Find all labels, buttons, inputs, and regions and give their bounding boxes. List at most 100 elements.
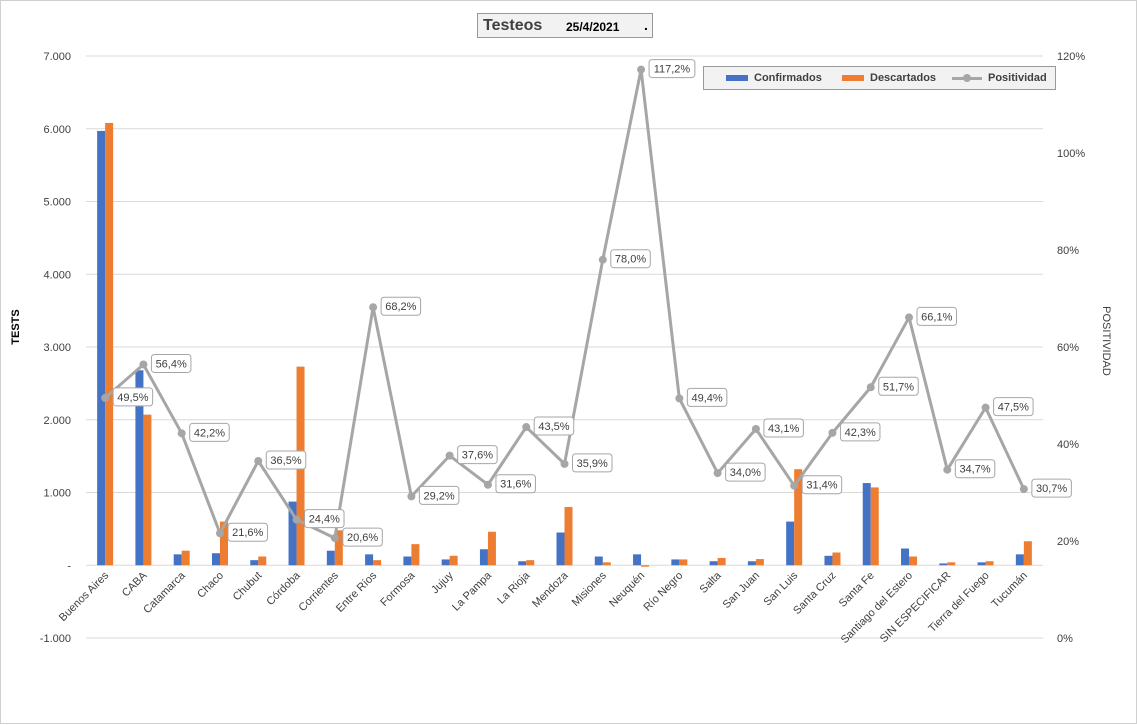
y2-tick-label: 80% [1057,245,1079,257]
positividad-point [675,394,684,403]
positividad-point [637,65,646,74]
y-tick-label: 2.000 [43,415,71,427]
bar-descartados [334,530,343,566]
positividad-point [407,492,416,501]
category-label: Chaco [195,570,226,601]
data-label-box [801,475,843,495]
positividad-point [866,383,875,392]
legend: Confirmados Descartados Positividad [703,66,1056,90]
bar-confirmados [135,370,144,566]
data-label-text: 43,5% [538,421,569,433]
bar-descartados [602,562,611,566]
positividad-point [369,303,378,312]
bar-descartados [832,552,841,566]
data-label-box [1031,478,1072,498]
chart-title: Testeos [483,17,543,34]
bar-descartados [219,521,228,566]
bar-descartados [105,122,114,566]
data-label-box [150,353,192,373]
data-label-box [572,453,613,473]
category-label: SIN ESPECIFICAR [878,570,954,646]
data-label: 34,0% [725,462,766,482]
bar-confirmados [97,130,106,566]
positividad-point [445,451,454,460]
bar-descartados [717,557,726,566]
bar-descartados [181,550,190,566]
data-label-box [916,306,958,326]
data-label: 35,9% [572,453,613,473]
data-label: 36,5% [265,450,307,470]
legend-item-positividad: Positividad [952,72,1047,84]
data-label: 66,1% [916,306,958,326]
y-tick-label: 1.000 [43,488,71,500]
bar-confirmados [747,561,756,566]
positividad-point [1019,485,1028,494]
data-label-box [725,462,766,482]
positividad-point [215,529,224,538]
data-label-text: 49,4% [691,392,722,404]
y-tick-label: 4.000 [43,269,71,281]
positividad-point [139,360,148,369]
bar-confirmados [403,556,412,566]
positividad-point [981,403,990,412]
data-label-box [495,474,536,494]
category-label: Chubut [231,570,265,604]
data-label-box [342,527,383,547]
positividad-point [330,534,339,543]
bar-confirmados [288,501,297,566]
bar-confirmados [862,483,871,566]
data-label-text: 56,4% [156,358,187,370]
data-label-text: 117,2% [654,64,691,76]
data-label: 68,2% [380,296,422,316]
bar-confirmados [173,554,182,566]
bar-descartados [564,507,573,566]
data-label: 24,4% [304,509,345,529]
category-label: Mendoza [530,569,571,610]
data-label: 43,5% [533,416,575,436]
data-label-box [189,422,230,442]
positividad-point [598,255,607,264]
bar-descartados [870,487,879,566]
data-label-text: 68,2% [385,301,416,313]
data-label: 56,4% [150,353,192,373]
data-label-text: 34,0% [730,467,761,479]
positividad-point [828,428,837,437]
data-label-box [380,296,422,316]
data-label-text: 20,6% [347,532,378,544]
data-label: 117,2% [648,59,696,79]
positividad-point [292,515,301,524]
y2-tick-label: 0% [1057,633,1073,645]
bar-descartados [526,560,535,566]
positividad-point [751,424,760,433]
y-tick-label: 6.000 [43,124,71,136]
positividad-point [522,423,531,432]
positividad-point [177,429,186,438]
data-label-box [839,422,881,442]
bar-confirmados [326,550,335,566]
bar-confirmados [441,559,450,566]
data-label: 30,7% [1031,478,1072,498]
positividad-point [254,456,263,465]
data-label-box [610,249,651,269]
y2-tick-label: 60% [1057,342,1079,354]
category-label: La Rioja [495,569,533,607]
data-label: 78,0% [610,249,651,269]
data-label: 37,6% [457,445,498,465]
data-label-text: 37,6% [462,450,493,462]
bar-confirmados [824,555,833,566]
category-label: Jujuy [429,569,456,596]
category-label: Formosa [378,569,418,609]
data-label-text: 34,7% [959,464,990,476]
left-axis-ticks: -1.000-1.0002.0003.0004.0005.0006.0007.0… [40,51,72,645]
bar-descartados [679,559,688,566]
y-tick-label: - [67,560,71,572]
data-label-text: 30,7% [1036,483,1067,495]
bar-descartados [1023,541,1032,566]
y2-tick-label: 20% [1057,536,1079,548]
data-label-box [304,509,345,529]
category-label: Santa Fe [837,570,877,610]
category-label: Tucumán [989,570,1030,611]
bar-confirmados [556,532,565,566]
data-label-box [686,387,728,407]
bar-confirmados [901,548,910,566]
